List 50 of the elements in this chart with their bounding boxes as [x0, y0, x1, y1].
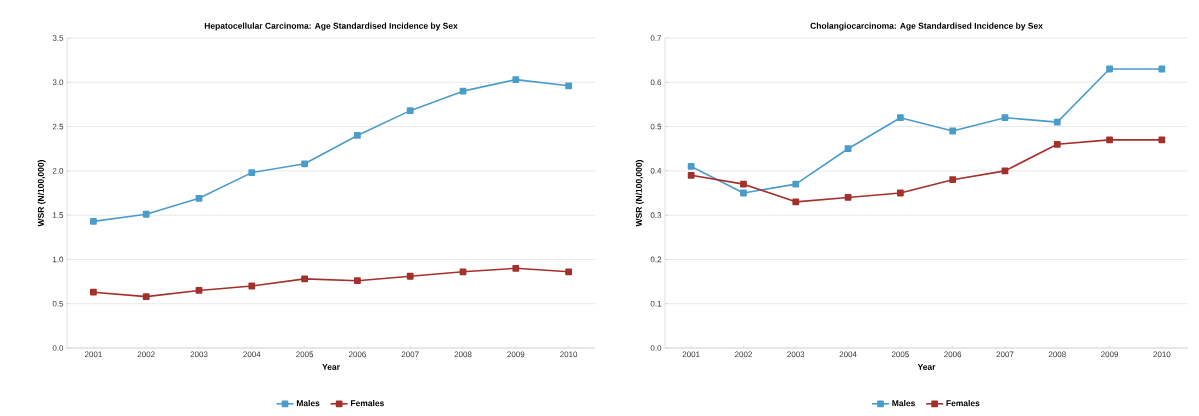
point — [459, 268, 467, 276]
point — [740, 180, 747, 188]
point — [142, 210, 150, 218]
point — [301, 160, 308, 168]
point — [792, 198, 800, 206]
point — [354, 277, 361, 285]
point — [406, 272, 414, 280]
point — [354, 132, 361, 139]
point — [90, 288, 97, 296]
point — [1158, 65, 1166, 73]
point — [142, 293, 150, 301]
point — [1158, 136, 1166, 144]
y-axis-title: WSR (N/100,000) — [37, 160, 46, 227]
point — [195, 194, 203, 202]
x-axis-title: Year — [322, 364, 340, 370]
point — [1001, 167, 1009, 175]
point — [949, 127, 957, 135]
point — [248, 282, 256, 290]
point — [1106, 65, 1113, 73]
point — [565, 82, 572, 90]
chart-title: Hepatocellular Carcinoma: Age Standardised Incidence by Sex — [204, 22, 458, 31]
point — [248, 169, 256, 177]
legend-label: Males — [296, 399, 320, 407]
legend-label: Females — [946, 399, 980, 407]
point — [1053, 140, 1061, 148]
point — [512, 264, 520, 272]
y-axis-title: WSR (N/100,000) — [635, 160, 644, 227]
point — [844, 194, 852, 201]
point — [459, 87, 467, 95]
point — [90, 217, 97, 225]
point — [844, 145, 852, 153]
point — [896, 114, 904, 122]
point — [195, 287, 203, 294]
point — [565, 268, 572, 276]
point — [740, 189, 747, 197]
point — [1106, 136, 1113, 144]
point — [1053, 118, 1061, 126]
point — [687, 163, 695, 170]
point — [949, 176, 957, 184]
point — [1001, 114, 1009, 122]
point — [896, 189, 904, 197]
point — [687, 171, 695, 179]
chart-title: Cholangiocarcinoma: Age Standardised Incidence by Sex — [810, 22, 1043, 31]
point — [512, 76, 520, 84]
x-axis-title: Year — [917, 364, 936, 370]
legend-label: Males — [892, 399, 915, 407]
point — [792, 180, 800, 188]
point — [406, 107, 414, 115]
legend-label: Females — [350, 399, 384, 407]
point — [301, 275, 308, 283]
